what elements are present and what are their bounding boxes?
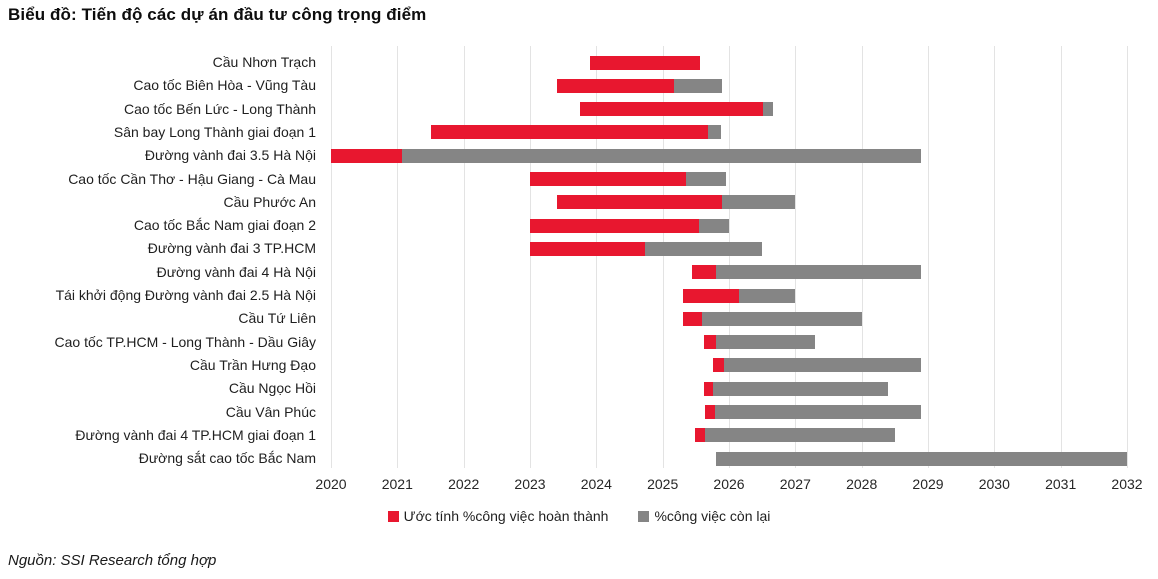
bar-completed bbox=[530, 218, 699, 233]
project-label: Đường vành đai 3.5 Hà Nội bbox=[144, 147, 316, 164]
bar-completed bbox=[331, 148, 402, 163]
gridline bbox=[463, 46, 465, 468]
bar-remaining bbox=[715, 405, 922, 419]
bar-completed bbox=[683, 311, 702, 326]
x-tick-label: 2020 bbox=[315, 476, 347, 492]
gridline bbox=[861, 46, 863, 468]
bar-remaining bbox=[716, 265, 922, 280]
x-tick-label: 2025 bbox=[647, 476, 679, 492]
project-label: Cầu Ngọc Hồi bbox=[228, 380, 316, 397]
bar-completed bbox=[695, 428, 706, 443]
x-tick-label: 2022 bbox=[448, 476, 480, 492]
bar-completed bbox=[705, 405, 715, 419]
bar-remaining bbox=[402, 148, 922, 163]
project-label: Đường sắt cao tốc Bắc Nam bbox=[138, 450, 316, 467]
x-tick-label: 2032 bbox=[1111, 476, 1143, 492]
gridline bbox=[795, 46, 797, 468]
project-label: Đường vành đai 4 TP.HCM giai đoạn 1 bbox=[75, 426, 316, 443]
bar-remaining bbox=[707, 125, 722, 140]
bar-remaining bbox=[723, 358, 922, 373]
project-label: Cầu Tứ Liên bbox=[238, 310, 316, 327]
bar-completed bbox=[530, 172, 686, 186]
project-label: Cầu Trần Hưng Đạo bbox=[189, 356, 316, 373]
bar-completed bbox=[579, 102, 763, 117]
project-label: Cầu Phước An bbox=[223, 193, 317, 210]
gridline bbox=[331, 46, 332, 468]
bar-remaining bbox=[713, 381, 889, 396]
x-tick-label: 2026 bbox=[713, 476, 745, 492]
project-label: Cao tốc Biên Hòa - Vũng Tàu bbox=[133, 77, 316, 94]
project-label: Sân bay Long Thành giai đoạn 1 bbox=[113, 123, 316, 140]
gridline bbox=[662, 46, 664, 468]
project-label: Cao tốc Bến Lức - Long Thành bbox=[123, 100, 316, 117]
legend-label-remaining: %công việc còn lại bbox=[654, 508, 771, 524]
x-tick-label: 2023 bbox=[514, 476, 546, 492]
gridline bbox=[928, 46, 929, 468]
project-label: Cao tốc TP.HCM - Long Thành - Dầu Giây bbox=[54, 333, 316, 350]
bar-completed bbox=[691, 265, 717, 280]
project-label: Đường vành đai 3 TP.HCM bbox=[147, 240, 316, 257]
project-label: Cầu Nhơn Trạch bbox=[212, 54, 316, 70]
x-tick-label: 2027 bbox=[779, 476, 811, 492]
bar-remaining bbox=[685, 172, 727, 186]
legend: Ước tính %công việc hoàn thành %công việ… bbox=[0, 508, 1158, 524]
legend-item-remaining: %công việc còn lại bbox=[638, 508, 770, 524]
bar-remaining bbox=[701, 311, 862, 326]
project-label: Tái khởi động Đường vành đai 2.5 Hà Nội bbox=[55, 287, 316, 303]
x-tick-label: 2021 bbox=[381, 476, 413, 492]
chart-title: Biểu đồ: Tiến độ các dự án đầu tư công t… bbox=[8, 5, 427, 24]
bar-completed bbox=[683, 288, 739, 303]
x-tick-label: 2028 bbox=[846, 476, 878, 492]
x-tick-label: 2024 bbox=[580, 476, 612, 492]
gridline bbox=[596, 46, 598, 468]
legend-label-completed: Ước tính %công việc hoàn thành bbox=[403, 508, 609, 524]
bar-remaining bbox=[722, 195, 796, 210]
bar-completed bbox=[589, 55, 701, 70]
bar-remaining bbox=[762, 102, 773, 117]
project-label: Cao tốc Cần Thơ - Hậu Giang - Cà Mau bbox=[68, 170, 316, 187]
bar-remaining bbox=[673, 78, 723, 93]
bar-completed bbox=[713, 358, 724, 373]
bar-remaining bbox=[644, 241, 763, 256]
legend-swatch-remaining bbox=[638, 510, 650, 522]
gridline bbox=[729, 46, 730, 468]
bar-remaining bbox=[739, 288, 796, 303]
gridline bbox=[1127, 46, 1128, 468]
bar-remaining bbox=[715, 451, 1127, 466]
x-tick-label: 2030 bbox=[978, 476, 1010, 492]
project-label: Đường vành đai 4 Hà Nội bbox=[156, 263, 316, 280]
gridline bbox=[530, 46, 531, 468]
bar-completed bbox=[430, 125, 708, 140]
legend-item-completed: Ước tính %công việc hoàn thành bbox=[387, 508, 609, 524]
bar-remaining bbox=[705, 428, 895, 443]
source-note: Nguồn: SSI Research tổng hợp bbox=[8, 552, 217, 569]
gridline bbox=[994, 46, 996, 468]
gridline bbox=[397, 46, 399, 468]
bar-completed bbox=[556, 78, 674, 93]
bar-completed bbox=[530, 241, 645, 256]
gridline bbox=[1060, 46, 1062, 468]
bar-completed bbox=[703, 335, 716, 350]
project-label: Cao tốc Bắc Nam giai đoạn 2 bbox=[133, 217, 316, 234]
x-tick-label: 2029 bbox=[912, 476, 944, 492]
project-label: Cầu Vân Phúc bbox=[225, 403, 316, 420]
bar-completed bbox=[556, 195, 723, 210]
legend-swatch-completed bbox=[387, 510, 399, 522]
x-tick-label: 2031 bbox=[1045, 476, 1077, 492]
bar-remaining bbox=[715, 335, 816, 350]
bar-remaining bbox=[698, 218, 729, 233]
bar-completed bbox=[703, 381, 714, 396]
